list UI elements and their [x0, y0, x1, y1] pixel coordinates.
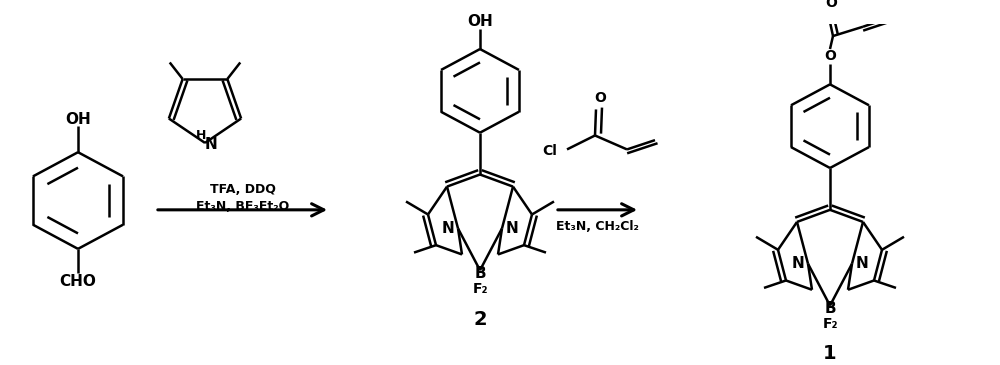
Text: F₂: F₂	[822, 317, 838, 331]
Text: 2: 2	[473, 310, 487, 329]
Text: O: O	[825, 0, 837, 11]
Text: TFA, DDQ: TFA, DDQ	[210, 183, 276, 196]
Text: O: O	[594, 91, 606, 105]
Text: 1: 1	[823, 345, 837, 364]
Text: OH: OH	[467, 14, 493, 28]
Text: B: B	[824, 301, 836, 316]
Text: O: O	[824, 50, 836, 64]
Text: N: N	[856, 256, 868, 271]
Text: Et₃N, BF₃Et₂O: Et₃N, BF₃Et₂O	[196, 200, 290, 213]
Text: N: N	[205, 137, 217, 152]
Text: Et₃N, CH₂Cl₂: Et₃N, CH₂Cl₂	[556, 220, 638, 233]
Text: N: N	[792, 256, 804, 271]
Text: H: H	[196, 129, 206, 142]
Text: F₂: F₂	[472, 282, 488, 296]
Text: N: N	[506, 221, 518, 236]
Text: OH: OH	[65, 112, 91, 127]
Text: N: N	[442, 221, 454, 236]
Text: B: B	[474, 266, 486, 281]
Text: CHO: CHO	[60, 274, 96, 289]
Text: Cl: Cl	[542, 144, 557, 158]
